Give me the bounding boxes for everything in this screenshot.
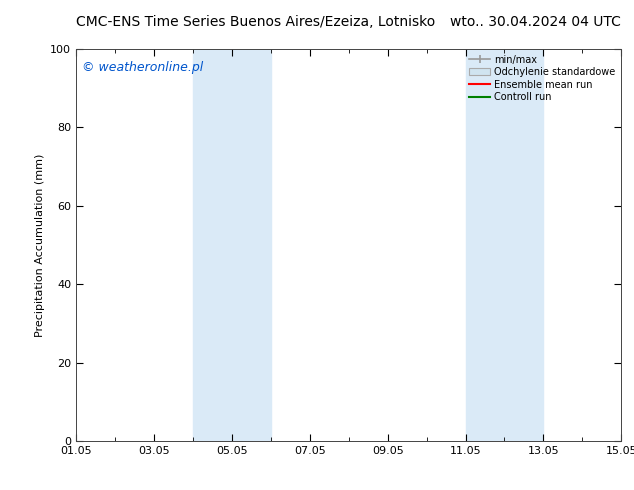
Text: wto.. 30.04.2024 04 UTC: wto.. 30.04.2024 04 UTC	[450, 15, 621, 29]
Bar	[465, 49, 543, 441]
Bar	[193, 49, 271, 441]
Legend: min/max, Odchylenie standardowe, Ensemble mean run, Controll run: min/max, Odchylenie standardowe, Ensembl…	[465, 51, 619, 106]
Text: © weatheronline.pl: © weatheronline.pl	[82, 61, 203, 74]
Y-axis label: Precipitation Accumulation (mm): Precipitation Accumulation (mm)	[35, 153, 44, 337]
Text: CMC-ENS Time Series Buenos Aires/Ezeiza, Lotnisko: CMC-ENS Time Series Buenos Aires/Ezeiza,…	[76, 15, 436, 29]
